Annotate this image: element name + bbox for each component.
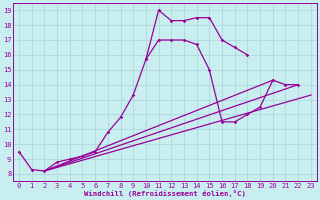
- X-axis label: Windchill (Refroidissement éolien,°C): Windchill (Refroidissement éolien,°C): [84, 190, 246, 197]
